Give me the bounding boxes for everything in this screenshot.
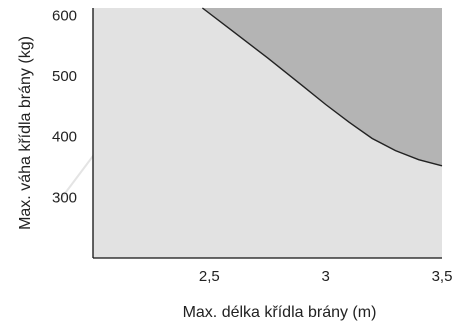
x-tick-label: 3 [321,268,329,285]
y-tick-label: 300 [52,189,77,206]
y-tick-label: 500 [52,68,77,85]
x-tick-label: 3,5 [432,268,453,285]
x-tick-label: 2,5 [199,268,220,285]
axes [92,8,442,259]
x-ticks: 2,5 3 3,5 [199,268,453,285]
exceeded-area [202,8,442,166]
y-tick-label: 400 [52,129,77,146]
y-ticks: 300 400 500 600 [52,7,77,206]
limit-curve [201,7,443,167]
y-axis-label: Max. váha křídla brány (kg) [17,36,34,230]
x-axis-label: Max. délka křídla brány (m) [183,304,377,321]
y-tick-label: 600 [52,7,77,24]
